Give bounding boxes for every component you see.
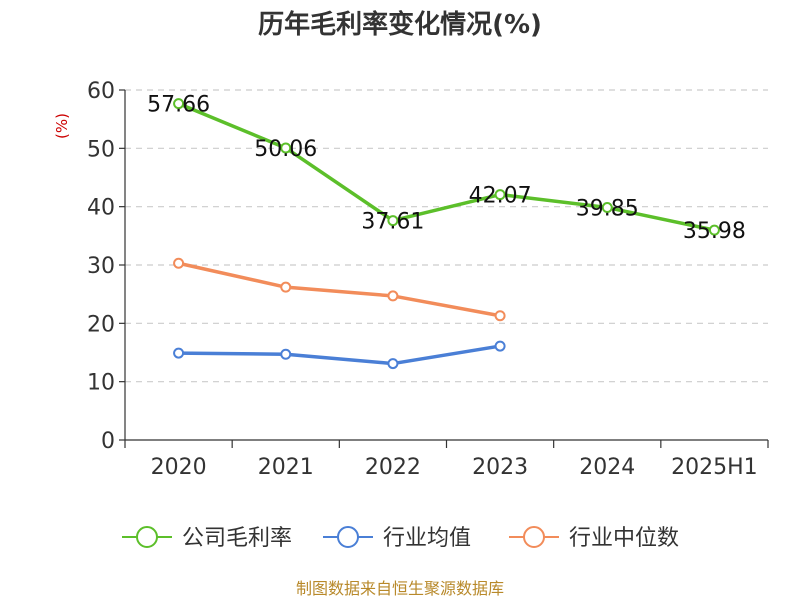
legend-item: 公司毛利率 [122, 526, 292, 551]
data-point [173, 347, 185, 359]
data-point [494, 189, 506, 201]
data-point [387, 358, 399, 370]
data-point [280, 281, 292, 293]
chart-title: 历年毛利率变化情况(%) [258, 9, 542, 40]
x-tick-label: 2022 [365, 455, 421, 480]
y-tick-label: 50 [87, 137, 115, 162]
data-point [387, 215, 399, 227]
x-tick-label: 2025H1 [671, 455, 758, 480]
data-labels: 57.66 50.06 37.61 42.07 39.85 35.98 [147, 93, 746, 244]
grid-lines [125, 89, 768, 383]
y-tick-label: 0 [101, 429, 115, 454]
data-point [494, 310, 506, 322]
series-line [176, 101, 717, 232]
legend-label: 行业中位数 [569, 526, 679, 551]
legend-marker [337, 526, 359, 548]
data-label: 50.06 [254, 137, 317, 162]
data-point [280, 142, 292, 154]
y-tick-label: 60 [87, 79, 115, 104]
legend-item: 行业中位数 [509, 526, 679, 551]
data-label: 35.98 [683, 219, 746, 244]
legend: 公司毛利率 行业均值 行业中位数 [122, 526, 679, 551]
data-label: 37.61 [361, 210, 424, 235]
data-point [494, 340, 506, 352]
data-point [708, 224, 720, 236]
data-label: 42.07 [469, 184, 532, 209]
legend-label: 公司毛利率 [182, 526, 292, 551]
legend-marker [523, 526, 545, 548]
series-line [176, 261, 502, 318]
data-label: 39.85 [576, 197, 639, 222]
x-tick-label: 2024 [579, 455, 635, 480]
legend-label: 行业均值 [383, 526, 471, 551]
data-point [173, 98, 185, 110]
y-axis-unit: (%) [53, 113, 71, 139]
data-point [280, 348, 292, 360]
source-note: 制图数据来自恒生聚源数据库 [296, 579, 504, 598]
x-tick-label: 2023 [472, 455, 528, 480]
y-tick-label: 10 [87, 371, 115, 396]
y-tick-label: 30 [87, 254, 115, 279]
y-tick-label: 40 [87, 196, 115, 221]
legend-marker [136, 526, 158, 548]
y-tick-label: 20 [87, 312, 115, 337]
series-1 [173, 98, 720, 236]
data-point [173, 257, 185, 269]
series-3 [173, 257, 506, 322]
data-point [601, 202, 613, 214]
x-tick-label: 2021 [258, 455, 314, 480]
series-layer [173, 98, 720, 370]
data-label: 57.66 [147, 93, 210, 118]
legend-item: 行业均值 [323, 526, 471, 551]
data-point [387, 290, 399, 302]
series-2 [173, 340, 506, 370]
series-line [176, 344, 502, 366]
axes: 0 10 20 30 40 50 60 2020 2021 2022 2023 2024 2025H1 [87, 79, 769, 480]
x-tick-label: 2020 [151, 455, 207, 480]
